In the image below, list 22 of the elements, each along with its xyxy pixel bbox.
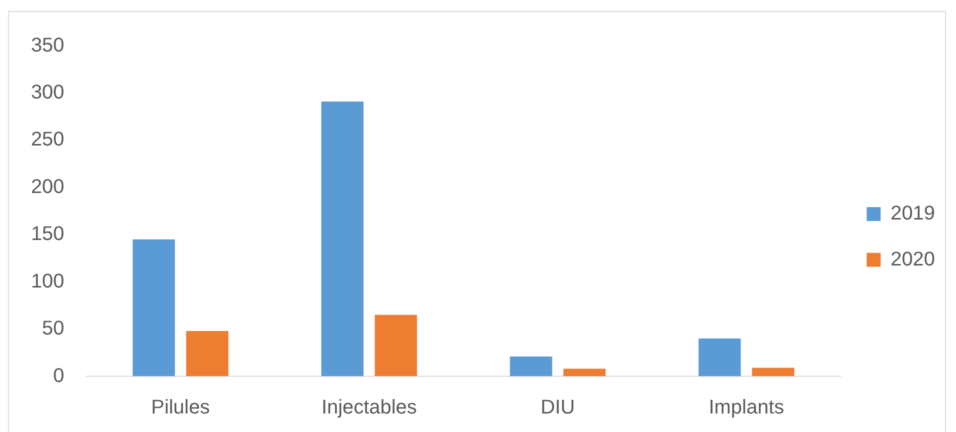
x-tick-label: Injectables	[321, 396, 417, 419]
bar	[321, 102, 364, 376]
bar	[752, 368, 794, 376]
bar	[563, 368, 606, 376]
y-tick-label: 150	[30, 223, 64, 246]
bar	[698, 338, 741, 376]
y-tick-label: 50	[42, 318, 64, 340]
legend-label: 2019	[890, 202, 936, 225]
bar	[510, 356, 552, 376]
y-tick-label: 200	[30, 176, 64, 198]
y-tick-label: 250	[30, 128, 64, 151]
x-tick-label: Implants	[708, 396, 784, 419]
legend-label: 2020	[890, 248, 936, 270]
x-tick-label: DIU	[540, 396, 575, 419]
y-tick-label: 300	[30, 82, 64, 104]
y-tick-label: 350	[30, 34, 64, 56]
x-tick-label: Pilules	[151, 396, 210, 419]
y-tick-label: 100	[30, 270, 64, 292]
y-tick-label: 0	[53, 364, 64, 387]
bar	[132, 239, 175, 376]
bar	[186, 330, 228, 376]
bar	[374, 314, 418, 376]
